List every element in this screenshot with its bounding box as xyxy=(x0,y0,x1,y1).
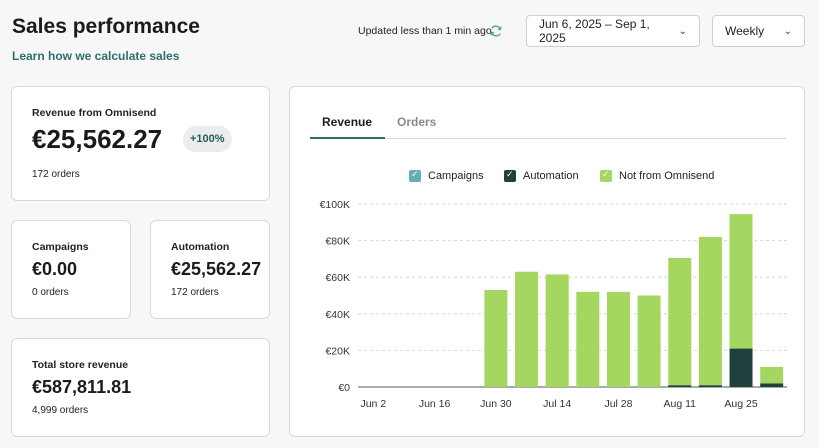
date-range-picker[interactable]: Jun 6, 2025 – Sep 1, 2025 ⌄ xyxy=(526,15,700,47)
automation-orders: 172 orders xyxy=(171,287,219,298)
refresh-icon[interactable] xyxy=(489,24,503,38)
checkbox-icon xyxy=(504,169,516,182)
total-store-label: Total store revenue xyxy=(32,359,129,371)
y-tick-label: €20K xyxy=(325,345,350,357)
campaigns-orders: 0 orders xyxy=(32,287,69,298)
revenue-card: Revenue from Omnisend €25,562.27 +100% 1… xyxy=(11,86,270,201)
y-tick-label: €40K xyxy=(325,309,350,321)
tab-revenue[interactable]: Revenue xyxy=(322,115,373,129)
chart-tabs: Revenue Orders xyxy=(310,115,786,139)
checkbox-icon xyxy=(600,169,612,182)
y-tick-label: €80K xyxy=(325,236,350,248)
not-from-omnisend-bar xyxy=(637,295,661,387)
chevron-down-icon: ⌄ xyxy=(783,25,792,37)
x-tick-label: Aug 11 xyxy=(664,398,697,410)
not-from-omnisend-bar xyxy=(729,214,753,349)
revenue-bar-chart: €0 €20K €40K €60K €80K €100K Jun 2 Jun 16 Jun 30… xyxy=(320,199,787,410)
chevron-down-icon: ⌄ xyxy=(678,25,687,37)
y-tick-label: €100K xyxy=(320,199,350,211)
revenue-value: €25,562.27 xyxy=(32,124,163,154)
learn-how-link[interactable]: Learn how we calculate sales xyxy=(12,49,180,63)
total-store-value: €587,811.81 xyxy=(32,377,132,397)
period-value: Weekly xyxy=(725,24,765,38)
legend-not-from-omnisend[interactable]: Not from Omnisend xyxy=(600,169,715,182)
x-tick-label: Aug 25 xyxy=(724,398,757,410)
not-from-omnisend-bar xyxy=(698,236,722,386)
page-title: Sales performance xyxy=(12,15,200,38)
automation-label: Automation xyxy=(171,241,230,253)
chart-card: Revenue Orders Campaigns Automation Not … xyxy=(289,86,805,437)
x-tick-label: Jul 28 xyxy=(604,398,632,410)
not-from-omnisend-bar xyxy=(606,291,630,387)
checkbox-icon xyxy=(409,169,421,182)
not-from-omnisend-bar xyxy=(760,366,784,384)
revenue-change-badge: +100% xyxy=(183,126,232,152)
not-from-omnisend-bar xyxy=(576,291,600,387)
x-tick-label: Jul 14 xyxy=(543,398,571,410)
automation-bar xyxy=(729,348,753,387)
not-from-omnisend-bar xyxy=(515,271,539,387)
total-store-orders: 4,999 orders xyxy=(32,405,89,416)
automation-bar xyxy=(668,385,692,387)
date-range-value: Jun 6, 2025 – Sep 1, 2025 xyxy=(539,17,650,45)
legend-label: Not from Omnisend xyxy=(619,170,715,182)
updated-status: Updated less than 1 min ago xyxy=(358,25,492,37)
tab-orders[interactable]: Orders xyxy=(397,115,437,129)
y-tick-label: €0 xyxy=(338,382,350,394)
x-tick-label: Jun 30 xyxy=(480,398,512,410)
legend-campaigns[interactable]: Campaigns xyxy=(409,169,484,182)
automation-bar xyxy=(698,385,722,387)
automation-card: Automation €25,562.27 172 orders xyxy=(150,220,270,319)
x-tick-label: Jun 2 xyxy=(360,398,386,410)
total-store-card: Total store revenue €587,811.81 4,999 or… xyxy=(11,338,270,437)
active-tab-indicator xyxy=(310,137,385,139)
campaigns-value: €0.00 xyxy=(32,259,78,279)
x-tick-label: Jun 16 xyxy=(419,398,451,410)
not-from-omnisend-bar xyxy=(668,257,692,386)
period-select[interactable]: Weekly ⌄ xyxy=(712,15,805,47)
revenue-orders: 172 orders xyxy=(32,169,80,180)
not-from-omnisend-bar xyxy=(545,274,569,387)
y-tick-label: €60K xyxy=(325,272,350,284)
automation-bar xyxy=(760,383,784,387)
revenue-label: Revenue from Omnisend xyxy=(32,107,157,119)
automation-value: €25,562.27 xyxy=(171,259,262,279)
legend-label: Automation xyxy=(523,170,579,182)
not-from-omnisend-bar xyxy=(484,290,508,387)
campaigns-card: Campaigns €0.00 0 orders xyxy=(11,220,131,319)
campaigns-label: Campaigns xyxy=(32,241,89,253)
legend-automation[interactable]: Automation xyxy=(504,169,579,182)
legend-label: Campaigns xyxy=(428,170,484,182)
